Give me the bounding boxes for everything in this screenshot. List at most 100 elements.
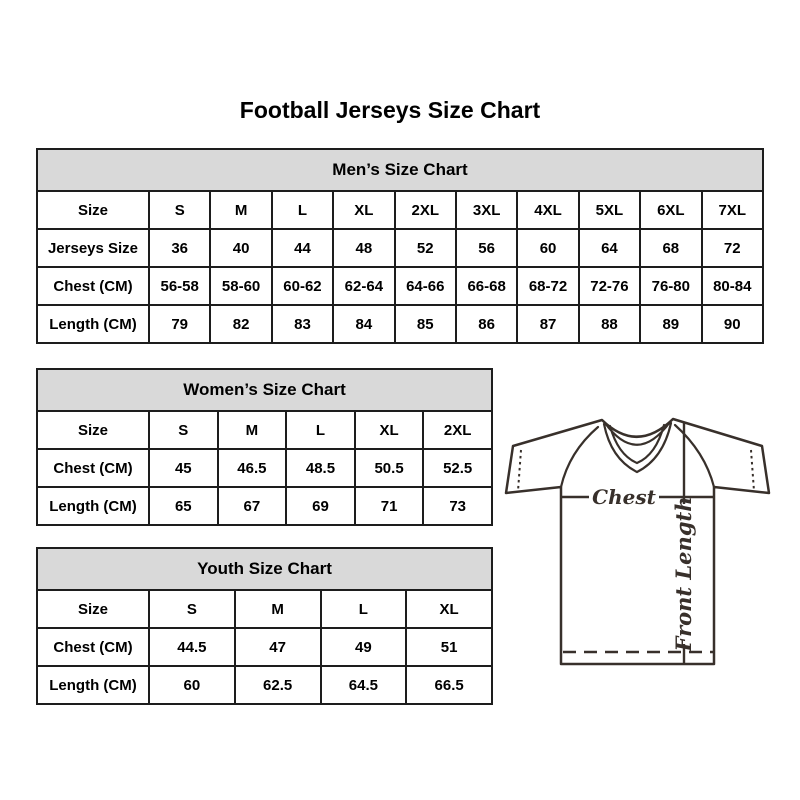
table-cell: Chest (CM) bbox=[36, 627, 150, 667]
table-cell: Chest (CM) bbox=[36, 266, 150, 306]
table-row: Size S M L XL 2XL 3XL 4XL 5XL 6XL 7XL bbox=[36, 190, 765, 230]
table-cell: 90 bbox=[700, 304, 765, 344]
table-cell: Size bbox=[36, 589, 150, 629]
table-cell: S bbox=[147, 190, 212, 230]
table-row: Size S M L XL bbox=[36, 589, 493, 629]
table-cell: 62-64 bbox=[332, 266, 396, 306]
womens-size-table: Women’s Size Chart Size S M L XL 2XL Chest (CM)… bbox=[36, 368, 493, 526]
table-cell: 73 bbox=[422, 486, 493, 526]
table-cell: Size bbox=[36, 190, 150, 230]
table-cell: 48.5 bbox=[285, 448, 356, 488]
table-cell: 48 bbox=[332, 228, 396, 268]
table-cell: 52 bbox=[393, 228, 457, 268]
table-cell: 72 bbox=[700, 228, 765, 268]
table-cell: 86 bbox=[454, 304, 519, 344]
table-row: Length (CM) 79 82 83 84 85 86 87 88 89 90 bbox=[36, 304, 765, 344]
table-cell: M bbox=[216, 410, 288, 450]
table-cell: 5XL bbox=[577, 190, 642, 230]
table-cell: 84 bbox=[332, 304, 396, 344]
table-cell: 47 bbox=[233, 627, 322, 667]
table-title: Youth Size Chart bbox=[36, 547, 493, 591]
table-cell: 36 bbox=[147, 228, 212, 268]
table-cell: 4XL bbox=[516, 190, 580, 230]
table-cell: 6XL bbox=[639, 190, 703, 230]
table-row: Size S M L XL 2XL bbox=[36, 410, 493, 450]
table-cell: 71 bbox=[353, 486, 425, 526]
table-cell: Jerseys Size bbox=[36, 228, 150, 268]
table-cell: 80-84 bbox=[700, 266, 765, 306]
table-cell: 52.5 bbox=[422, 448, 493, 488]
table-cell: 79 bbox=[147, 304, 212, 344]
table-cell: S bbox=[148, 589, 236, 629]
table-cell: 66-68 bbox=[454, 266, 519, 306]
table-cell: Size bbox=[36, 410, 150, 450]
table-cell: 44.5 bbox=[148, 627, 236, 667]
jersey-measurement-diagram: Chest Front Length bbox=[504, 417, 771, 666]
table-title: Men’s Size Chart bbox=[36, 148, 764, 192]
table-cell: 68 bbox=[639, 228, 703, 268]
collar-lines bbox=[602, 420, 673, 474]
table-cell: 60-62 bbox=[270, 266, 335, 306]
sleeve-seam-lines bbox=[559, 423, 716, 489]
table-cell: 66.5 bbox=[405, 665, 493, 705]
table-cell: 65 bbox=[148, 486, 219, 526]
table-cell: 72-76 bbox=[577, 266, 642, 306]
table-cell: 69 bbox=[285, 486, 356, 526]
table-cell: Length (CM) bbox=[36, 486, 150, 526]
table-cell: M bbox=[209, 190, 273, 230]
table-title-row: Youth Size Chart bbox=[36, 547, 493, 591]
table-cell: S bbox=[148, 410, 219, 450]
table-cell: 85 bbox=[393, 304, 457, 344]
table-cell: 83 bbox=[270, 304, 335, 344]
table-cell: 40 bbox=[209, 228, 273, 268]
table-cell: 51 bbox=[405, 627, 493, 667]
table-row: Chest (CM) 56-58 58-60 60-62 62-64 64-66 66-68… bbox=[36, 266, 765, 306]
youth-size-table: Youth Size Chart Size S M L XL Chest (CM) 44.5 4… bbox=[36, 547, 493, 705]
table-cell: 45 bbox=[148, 448, 219, 488]
table-cell: 60 bbox=[516, 228, 580, 268]
table-cell: 67 bbox=[216, 486, 288, 526]
table-cell: 44 bbox=[270, 228, 335, 268]
table-cell: 64 bbox=[577, 228, 642, 268]
table-row: Length (CM) 65 67 69 71 73 bbox=[36, 486, 493, 526]
table-cell: 46.5 bbox=[216, 448, 288, 488]
chest-label: Chest bbox=[592, 485, 656, 509]
table-cell: 64.5 bbox=[319, 665, 408, 705]
table-cell: L bbox=[270, 190, 335, 230]
table-cell: Chest (CM) bbox=[36, 448, 150, 488]
mens-size-table: Men’s Size Chart Size S M L XL 2XL 3XL 4XL 5XL 6XL… bbox=[36, 148, 765, 344]
table-cell: 68-72 bbox=[516, 266, 580, 306]
table-cell: Length (CM) bbox=[36, 304, 150, 344]
table-cell: 49 bbox=[319, 627, 408, 667]
table-cell: 88 bbox=[577, 304, 642, 344]
table-cell: 56 bbox=[454, 228, 519, 268]
table-cell: XL bbox=[353, 410, 425, 450]
page-title: Football Jerseys Size Chart bbox=[239, 97, 541, 123]
table-cell: 3XL bbox=[454, 190, 519, 230]
table-row: Chest (CM) 44.5 47 49 51 bbox=[36, 627, 493, 667]
table-cell: M bbox=[233, 589, 322, 629]
table-row: Chest (CM) 45 46.5 48.5 50.5 52.5 bbox=[36, 448, 493, 488]
table-cell: 58-60 bbox=[209, 266, 273, 306]
table-cell: 56-58 bbox=[147, 266, 212, 306]
table-cell: Length (CM) bbox=[36, 665, 150, 705]
table-cell: 2XL bbox=[393, 190, 457, 230]
table-cell: XL bbox=[332, 190, 396, 230]
jersey-outline bbox=[504, 417, 771, 666]
table-title-row: Men’s Size Chart bbox=[36, 148, 764, 192]
table-cell: XL bbox=[405, 589, 493, 629]
table-title: Women’s Size Chart bbox=[36, 368, 493, 412]
table-cell: 7XL bbox=[700, 190, 765, 230]
table-title-row: Women’s Size Chart bbox=[36, 368, 493, 412]
table-cell: 82 bbox=[209, 304, 273, 344]
table-cell: 64-66 bbox=[393, 266, 457, 306]
cuff-stitch-lines bbox=[517, 449, 755, 492]
table-row: Length (CM) 60 62.5 64.5 66.5 bbox=[36, 665, 493, 705]
table-cell: 2XL bbox=[422, 410, 493, 450]
table-cell: 76-80 bbox=[639, 266, 703, 306]
front-length-label: Front Length bbox=[671, 497, 696, 653]
table-cell: L bbox=[285, 410, 356, 450]
table-cell: 89 bbox=[639, 304, 703, 344]
table-cell: 87 bbox=[516, 304, 580, 344]
